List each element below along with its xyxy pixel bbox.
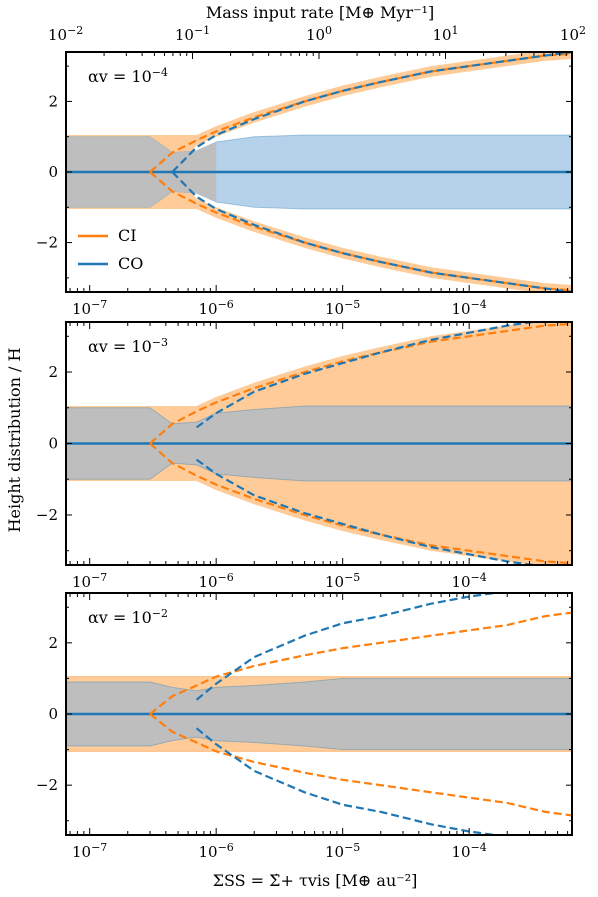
top-axis-ticks: 10−2 10−1 100 101 102 [48, 24, 586, 45]
co-dashed-lower [195, 458, 541, 565]
ci-dashed-lower [149, 442, 572, 565]
co-dashed-upper [171, 52, 572, 173]
ci-dashed-upper [149, 611, 572, 715]
y-tick-label: 0 [48, 435, 58, 453]
ci-dashed-lower [149, 171, 572, 292]
panel-alpha-1e-3: −2 0 2 10−7 10−6 10−5 10−4 αv = 10−3 [36, 321, 573, 592]
top-tick-label: 101 [432, 24, 458, 45]
x-tick-label: 10−7 [72, 298, 107, 319]
legend-label-co: CO [118, 254, 143, 273]
y-tick-label: 0 [48, 163, 58, 181]
x-tick-label: 10−6 [199, 841, 234, 862]
y-tick-label: 2 [48, 634, 58, 652]
x-tick-label: 10−7 [72, 571, 107, 592]
plot-area [66, 322, 572, 565]
top-tick-label: 10−1 [175, 24, 210, 45]
x-tick-label: 10−5 [325, 841, 360, 862]
x-tick-label: 10−4 [452, 841, 487, 862]
top-tick-label: 10−2 [48, 24, 83, 45]
panel-alpha-1e-4: −2 0 2 10−7 10−6 10−5 10−4 αv = 10−4 CI CO [36, 51, 573, 319]
ci-dashed-lower [149, 713, 572, 817]
plot-area [66, 52, 572, 292]
ci-dashed-upper [149, 322, 572, 445]
panel-label: αv = 10−2 [88, 607, 168, 628]
co-dashed-lower [171, 171, 572, 292]
y-tick-label: −2 [36, 234, 58, 252]
x-tick-label: 10−5 [325, 571, 360, 592]
x-tick-label: 10−6 [199, 298, 234, 319]
y-tick-label: 2 [48, 363, 58, 381]
y-axis-title: Height distribution / H [5, 348, 24, 533]
legend-label-ci: CI [118, 226, 137, 245]
panel-alpha-1e-2: −2 0 2 10−7 10−6 10−5 10−4 αv = 10−2 [36, 592, 573, 862]
x-axis-title: ΣSS = Σ̇+ τvis [M⊕ au⁻²] [213, 871, 418, 890]
co-dashed-upper [195, 593, 503, 701]
top-axis-title: Mass input rate [M⊕ Myr⁻¹] [206, 3, 434, 22]
panel-label: αv = 10−4 [88, 66, 168, 87]
y-tick-label: −2 [36, 776, 58, 794]
panel-label: αv = 10−3 [88, 336, 168, 357]
ci-dashed-upper [149, 52, 572, 173]
x-tick-label: 10−7 [72, 841, 107, 862]
x-tick-label: 10−5 [325, 298, 360, 319]
y-tick-label: 0 [48, 705, 58, 723]
y-tick-label: 2 [48, 92, 58, 110]
co-dashed-lower [195, 727, 503, 835]
x-tick-label: 10−4 [452, 571, 487, 592]
top-tick-label: 102 [560, 24, 586, 45]
x-tick-label: 10−6 [199, 571, 234, 592]
co-dashed-upper [195, 322, 541, 429]
top-tick-label: 100 [306, 24, 332, 45]
x-tick-label: 10−4 [452, 298, 487, 319]
y-tick-label: −2 [36, 506, 58, 524]
plot-area [66, 593, 572, 835]
